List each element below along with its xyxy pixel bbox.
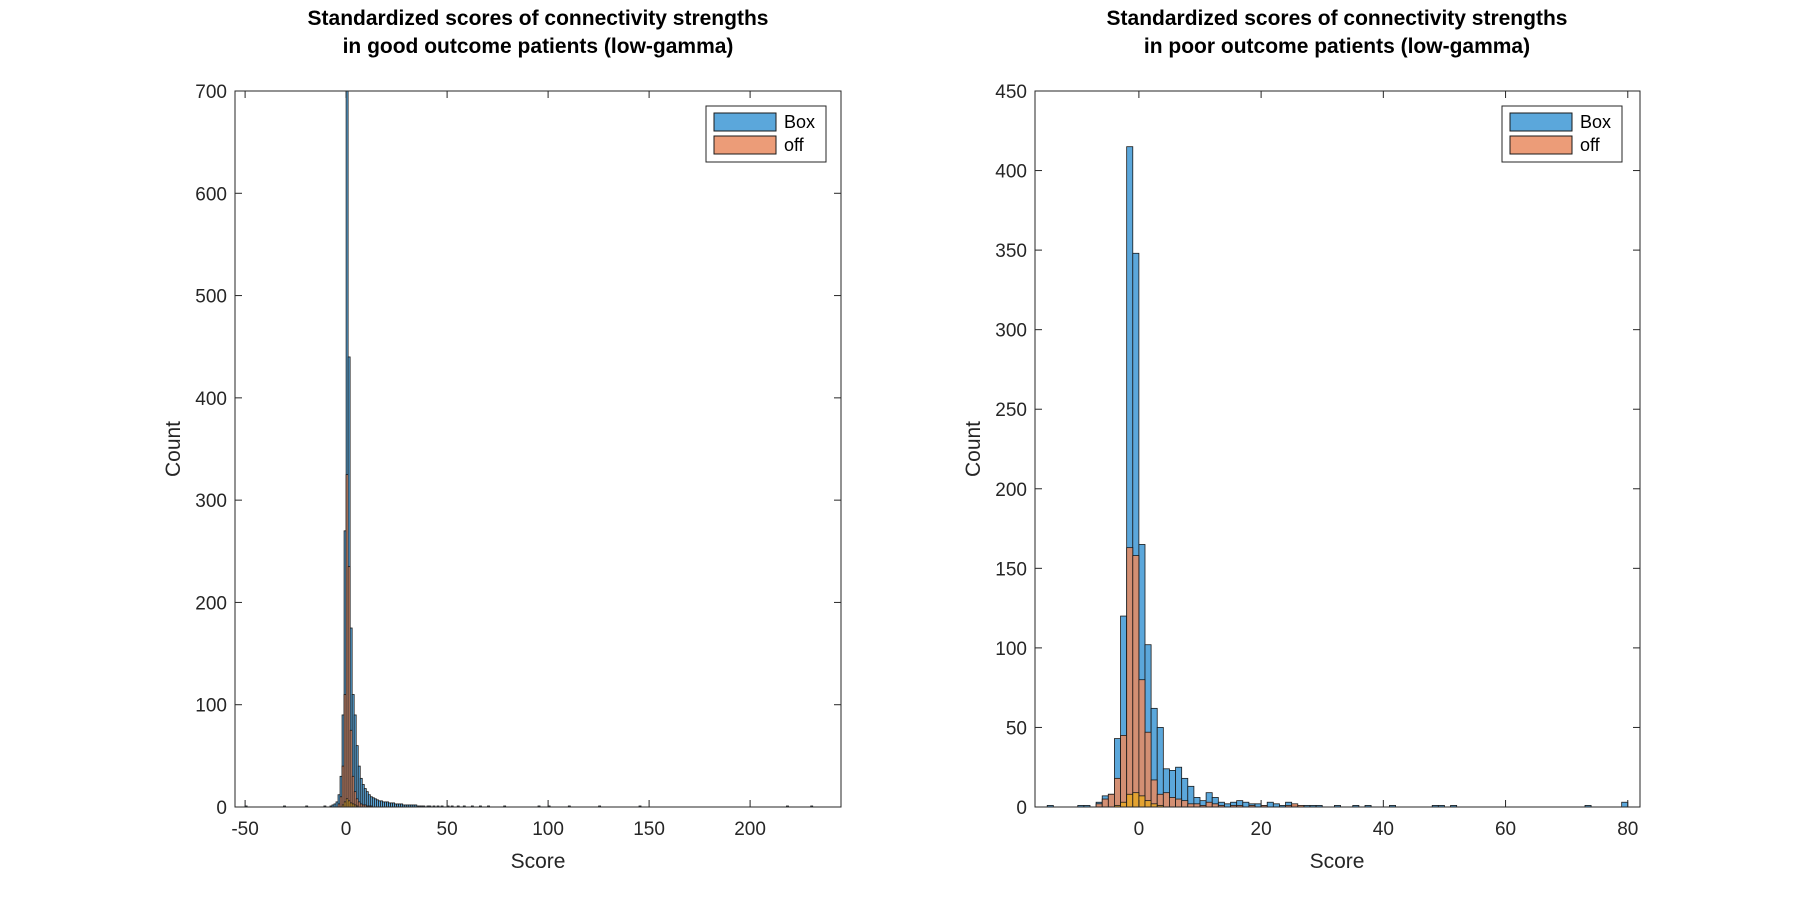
chart-title-line-2: in good outcome patients (low-gamma) [343, 35, 734, 58]
y-tick-label: 100 [195, 696, 227, 717]
plot-area [235, 91, 841, 807]
histogram-bar [1138, 795, 1146, 808]
histogram-bar [1162, 792, 1170, 808]
histogram-bar [1266, 801, 1274, 808]
y-tick-label: 200 [195, 593, 227, 614]
legend-swatch [713, 112, 777, 132]
histogram-bar [1138, 679, 1146, 808]
histogram-bar [1126, 547, 1134, 808]
x-tick-label: -50 [231, 819, 258, 840]
x-tick-label: 150 [633, 819, 665, 840]
chart-title-line-2: in poor outcome patients (low-gamma) [1144, 35, 1530, 58]
legend-label: off [784, 135, 805, 155]
histogram-bar [1175, 798, 1183, 808]
legend-label: off [1580, 135, 1601, 155]
legend-swatch [713, 135, 777, 155]
y-tick-label: 350 [995, 241, 1027, 262]
histogram-bar [1114, 777, 1121, 808]
x-tick-label: 60 [1495, 819, 1516, 840]
y-tick-label: 700 [195, 82, 227, 103]
legend: Box off [705, 105, 827, 163]
x-tick-label: 20 [1251, 819, 1272, 840]
chart-poor-outcome: Standardized scores of connectivity stre… [962, 7, 1641, 873]
chart-title-line-1: Standardized scores of connectivity stre… [308, 7, 769, 30]
x-axis-label: Score [1310, 850, 1365, 873]
y-tick-label: 450 [995, 82, 1027, 103]
histogram-bar [1621, 801, 1629, 808]
x-tick-label: 200 [734, 819, 766, 840]
y-tick-label: 50 [1006, 718, 1027, 739]
axes: 0 20 40 60 80 0 50 100 150 200 250 300 350 400 450 [995, 82, 1641, 840]
histogram-bar [1150, 779, 1158, 808]
histogram-bar [1144, 731, 1152, 808]
histogram-bar [1132, 792, 1140, 808]
chart-title-line-1: Standardized scores of connectivity stre… [1107, 7, 1568, 30]
y-axis-label: Count [162, 421, 185, 477]
legend: Box off [1501, 105, 1623, 163]
x-tick-label: 0 [341, 819, 352, 840]
axes-frame [1034, 90, 1641, 808]
y-axis-label: Count [962, 421, 985, 477]
histogram-bar [1169, 797, 1176, 808]
y-tick-label: 400 [195, 389, 227, 410]
y-tick-label: 250 [995, 400, 1027, 421]
histogram-bar [1120, 735, 1128, 808]
plot-background [235, 91, 841, 807]
legend-label: Box [1580, 112, 1611, 132]
legend-swatch [1509, 112, 1573, 132]
x-tick-label: 0 [1134, 819, 1145, 840]
histogram-bar [1126, 793, 1134, 808]
x-tick-label: 50 [437, 819, 458, 840]
y-tick-label: 600 [195, 184, 227, 205]
legend-label: Box [784, 112, 815, 132]
histogram-bar [1205, 801, 1213, 808]
axes-frame [234, 90, 842, 808]
y-tick-label: 0 [1016, 798, 1027, 819]
y-tick-label: 300 [195, 491, 227, 512]
y-tick-label: 0 [216, 798, 227, 819]
histogram-bar [1132, 555, 1140, 808]
y-tick-label: 300 [995, 321, 1027, 342]
histogram-bar [1101, 798, 1109, 808]
y-tick-label: 500 [195, 287, 227, 308]
x-tick-label: 80 [1617, 819, 1638, 840]
x-tick-label: 40 [1373, 819, 1394, 840]
x-tick-label: 100 [532, 819, 564, 840]
y-tick-label: 400 [995, 162, 1027, 183]
histogram-bar [1107, 793, 1115, 808]
histogram-bar [1242, 801, 1250, 808]
x-axis-label: Score [511, 850, 566, 873]
chart-good-outcome: Standardized scores of connectivity stre… [162, 7, 842, 873]
histogram-bar [1181, 800, 1189, 808]
y-tick-label: 100 [995, 639, 1027, 660]
y-tick-label: 200 [995, 480, 1027, 501]
histogram-bar [1120, 801, 1128, 808]
y-tick-label: 150 [995, 559, 1027, 580]
legend-swatch [1509, 135, 1573, 155]
histogram-bar [1144, 800, 1152, 808]
